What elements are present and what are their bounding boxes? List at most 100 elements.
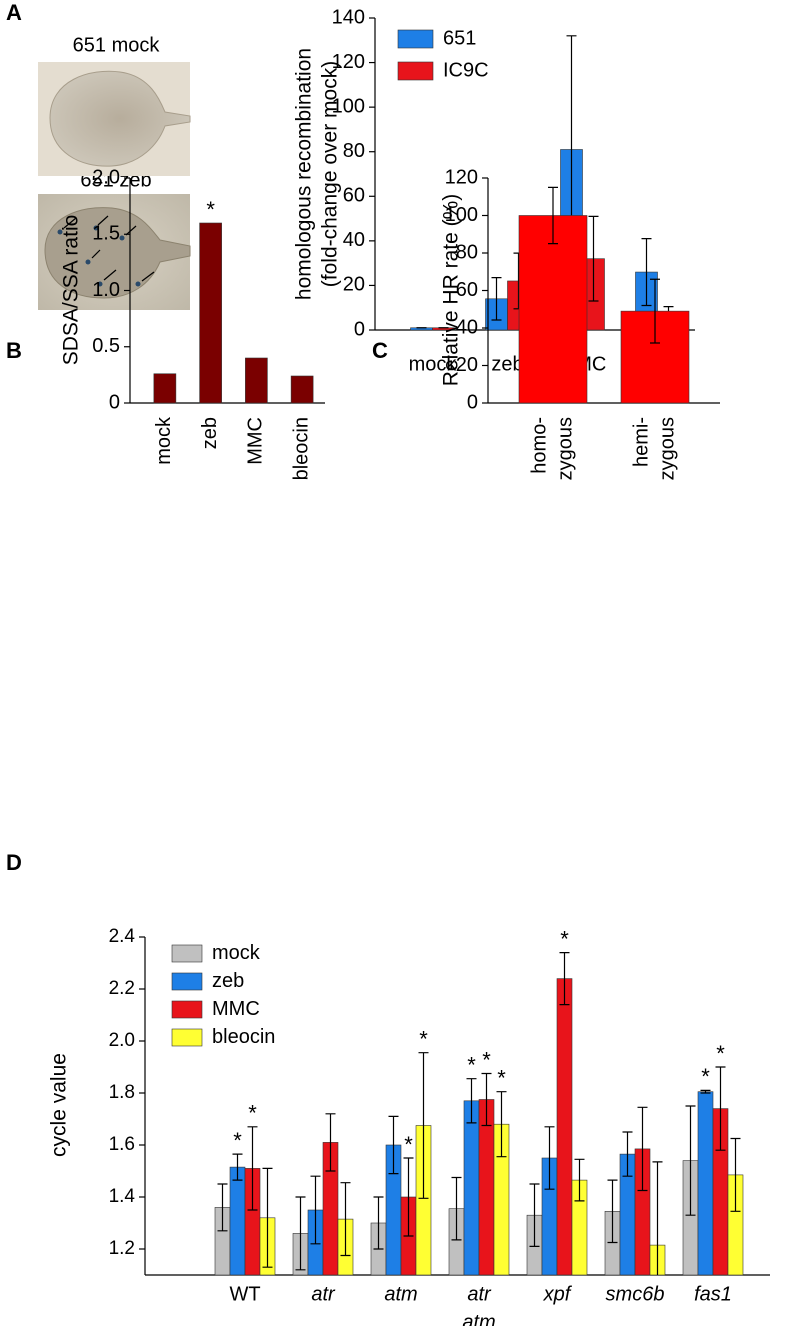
panel-label: C <box>372 338 388 363</box>
y-tick-label: 120 <box>445 166 478 188</box>
bar <box>290 375 314 404</box>
significance-marker: * <box>482 1047 491 1072</box>
significance-marker: * <box>716 1041 725 1066</box>
significance-marker: * <box>233 1128 242 1153</box>
leaf-photo <box>38 194 191 310</box>
error-bar <box>641 238 652 307</box>
y-axis-label: homologous recombination <box>293 48 316 300</box>
y-tick-label: 2.0 <box>109 1030 135 1051</box>
x-tick-label: bleocin <box>290 417 312 480</box>
error-bar <box>325 1113 336 1172</box>
y-tick-label: 2.0 <box>92 166 120 188</box>
y-tick-label: 140 <box>332 6 365 28</box>
error-bar <box>388 1115 399 1175</box>
legend-swatch <box>171 972 203 991</box>
significance-marker: * <box>206 197 215 222</box>
legend-label: bleocin <box>212 1026 275 1048</box>
x-tick-label: fas1 <box>694 1283 732 1305</box>
error-bar <box>481 1072 492 1127</box>
error-bar <box>650 278 660 344</box>
bar <box>697 1091 714 1276</box>
x-tick-label: zygous <box>656 417 678 480</box>
y-tick-label: 0 <box>109 391 120 413</box>
error-bar <box>607 1179 618 1244</box>
error-bar <box>403 1157 414 1237</box>
x-tick-label: hemi- <box>630 417 652 467</box>
legend-swatch <box>171 1028 203 1047</box>
error-bar <box>544 1126 555 1190</box>
x-tick-label: atr <box>467 1283 492 1305</box>
error-bar <box>232 1153 243 1181</box>
y-tick-label: 0.5 <box>92 335 120 357</box>
legend-label: zeb <box>212 970 244 992</box>
legend-swatch <box>397 29 434 49</box>
significance-marker: * <box>248 1101 257 1126</box>
error-bar <box>466 1078 477 1124</box>
error-bar <box>559 952 570 1006</box>
significance-marker: * <box>419 1027 428 1052</box>
y-tick-label: 20 <box>343 274 365 296</box>
error-bar <box>685 1105 696 1216</box>
significance-marker: * <box>404 1132 413 1157</box>
error-bar <box>574 1158 585 1202</box>
x-tick-label: smc6b <box>606 1283 665 1305</box>
bar <box>229 1166 246 1276</box>
legend-label: MMC <box>212 998 260 1020</box>
y-tick-label: 20 <box>456 354 478 376</box>
y-tick-label: 2.2 <box>109 978 135 999</box>
y-tick-label: 60 <box>343 185 365 207</box>
x-tick-label: mock <box>409 353 458 375</box>
y-tick-label: 40 <box>343 229 365 251</box>
error-bar <box>652 1161 663 1275</box>
y-tick-label: 1.5 <box>92 223 120 245</box>
bar <box>153 373 177 404</box>
y-tick-label: 120 <box>332 51 365 73</box>
y-tick-label: 80 <box>456 241 478 263</box>
bar <box>518 215 588 404</box>
bar <box>199 222 222 404</box>
error-bar <box>588 215 599 302</box>
error-bar <box>622 1131 633 1177</box>
x-tick-label: homo- <box>528 417 550 474</box>
error-bar <box>730 1137 741 1212</box>
y-tick-label: 80 <box>343 140 365 162</box>
error-bar <box>217 1183 228 1232</box>
x-tick-label: atm <box>462 1311 495 1326</box>
x-tick-label: zygous <box>554 417 576 480</box>
bar <box>556 978 573 1276</box>
x-tick-label: atm <box>384 1283 417 1305</box>
y-tick-label: 100 <box>332 95 365 117</box>
y-axis-label: cycle value <box>48 1053 71 1157</box>
y-tick-label: 40 <box>456 316 478 338</box>
y-tick-label: 0 <box>467 391 478 413</box>
error-bar <box>451 1176 462 1241</box>
y-tick-label: 1.6 <box>109 1134 135 1155</box>
image-caption: 651 mock <box>73 34 161 56</box>
y-tick-label: 1.8 <box>109 1082 135 1103</box>
legend-label: IC9C <box>443 59 489 81</box>
x-tick-label: MMC <box>245 417 267 465</box>
y-tick-label: 1.2 <box>109 1238 135 1259</box>
error-bar <box>529 1183 540 1247</box>
y-tick-label: 0 <box>354 318 365 340</box>
x-tick-label: xpf <box>543 1283 573 1305</box>
significance-marker: * <box>560 926 569 951</box>
panel-label: B <box>6 338 22 363</box>
error-bar <box>700 1089 711 1094</box>
panel-label: D <box>6 850 22 875</box>
legend-swatch <box>397 61 434 81</box>
y-tick-label: 1.4 <box>109 1186 136 1207</box>
x-tick-label: zeb <box>491 353 523 375</box>
y-tick-label: 100 <box>445 204 478 226</box>
leaf-photo <box>38 62 191 176</box>
error-bar <box>418 1052 429 1199</box>
panel-label: A <box>6 0 22 25</box>
y-tick-label: 2.4 <box>109 926 136 947</box>
x-tick-label: atr <box>311 1283 336 1305</box>
legend-label: 651 <box>443 27 476 49</box>
significance-marker: * <box>701 1064 710 1089</box>
bar <box>463 1100 480 1276</box>
x-tick-label: WT <box>229 1283 260 1305</box>
error-bar <box>310 1175 321 1245</box>
